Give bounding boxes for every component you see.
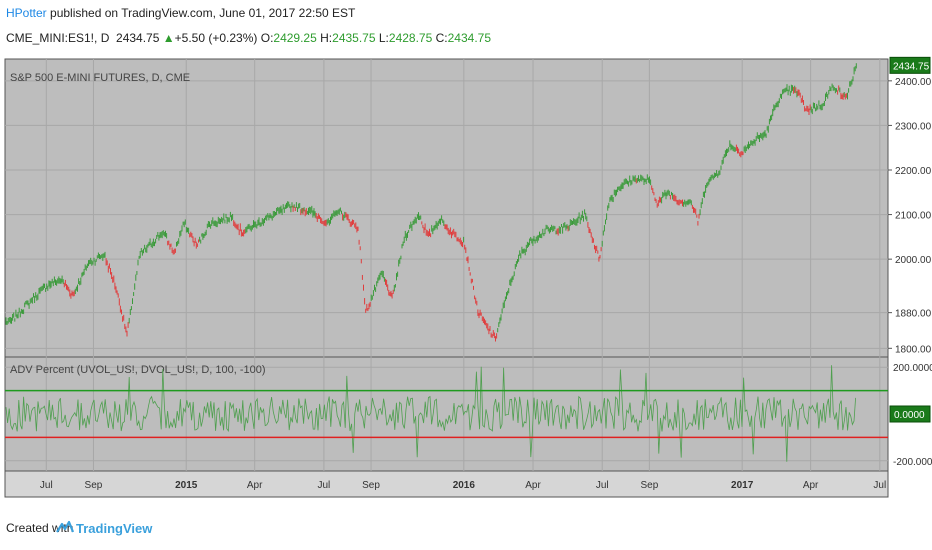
y-tick-label: 2000.00	[895, 255, 932, 266]
indicator-panel	[4, 356, 889, 472]
symbol-label: CME_MINI:ES1!, D	[6, 31, 110, 45]
up-arrow-icon: ▲	[162, 31, 175, 45]
osc-last-value-badge	[889, 405, 931, 423]
tradingview-brand[interactable]: TradingView	[76, 521, 153, 536]
y-tick-label: 2400.00	[895, 77, 932, 88]
price-change: +5.50 (+0.23%)	[174, 31, 258, 45]
y-tick-label: 2100.00	[895, 211, 932, 222]
last-price: 2434.75	[116, 31, 160, 45]
y-tick-label: 1880.00	[895, 309, 932, 320]
x-tick-label: Sep	[640, 480, 658, 491]
time-axis-panel	[4, 470, 889, 498]
high-value: 2435.75	[332, 31, 376, 45]
x-tick-label: 2017	[731, 480, 754, 491]
x-tick-label: Jul	[40, 480, 53, 491]
low-value: 2428.75	[388, 31, 433, 45]
x-tick-label: Jul	[596, 480, 609, 491]
price-panel	[4, 58, 889, 358]
y-tick-label: 1800.00	[895, 344, 932, 355]
close-label: C:	[435, 31, 448, 45]
publish-line: HPotter published on TradingView.com, Ju…	[6, 6, 355, 20]
x-tick-label: Jul	[317, 480, 330, 491]
symbol-line: CME_MINI:ES1!, D 2434.75 ▲+5.50 (+0.23%)…	[6, 31, 491, 45]
x-tick-label: Sep	[362, 480, 380, 491]
osc-y-tick-label: -200.0000	[893, 457, 932, 468]
main-chart-title: S&P 500 E-MINI FUTURES, D, CME	[10, 72, 190, 84]
high-label: H:	[320, 31, 333, 45]
x-tick-label: 2015	[175, 480, 198, 491]
x-tick-label: Apr	[525, 480, 541, 491]
open-value: 2429.25	[273, 31, 317, 45]
open-label: O:	[260, 31, 274, 45]
chart-canvas[interactable]: Jul Sep 2015 Apr Jul Sep 2016 Apr Jul Sep 2017 Apr J…	[0, 55, 932, 505]
author-link[interactable]: HPotter	[6, 6, 47, 20]
indicator-title: ADV Percent (UVOL_US!, DVOL_US!, D, 100,…	[10, 364, 266, 376]
low-label: L:	[378, 31, 389, 45]
x-tick-label: Jul	[873, 480, 886, 491]
x-tick-label: Sep	[85, 480, 103, 491]
x-tick-label: Apr	[247, 480, 263, 491]
osc-last-value-label: 0.0000	[894, 410, 925, 421]
x-tick-label: 2016	[453, 480, 476, 491]
last-price-badge	[889, 56, 931, 74]
y-tick-label: 2200.00	[895, 166, 932, 177]
osc-y-tick-label: 200.0000	[893, 363, 932, 374]
published-text: published on TradingView.com, June 01, 2…	[50, 6, 356, 20]
tradingview-logo-icon	[56, 520, 74, 533]
adv-percent-series	[5, 365, 856, 462]
footer: Created with TradingView	[0, 505, 932, 550]
x-tick-label: Apr	[803, 480, 819, 491]
close-value: 2434.75	[447, 31, 492, 45]
y-tick-label: 2300.00	[895, 121, 932, 132]
last-price-badge-label: 2434.75	[893, 61, 930, 72]
